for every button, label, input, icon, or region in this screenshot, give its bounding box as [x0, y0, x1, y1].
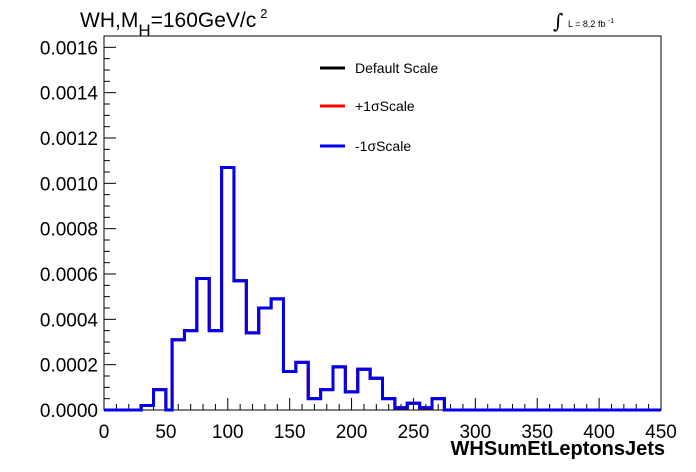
- legend-label-2: -1σScale: [355, 138, 411, 154]
- title-base: WH,M: [80, 9, 139, 32]
- y-axis: 0.0000 0.0002 0.0004 0.0006 0.0008 0.0010 0.00…: [40, 35, 116, 422]
- x-tick-label: 400: [583, 422, 615, 443]
- x-tick-label: 200: [336, 422, 368, 443]
- chart-title: WH,MH=160GeV/c 2: [80, 6, 268, 41]
- luminosity-unit-sup: -1: [607, 18, 615, 25]
- x-tick-label: 250: [398, 422, 430, 443]
- y-tick-label: 0.0000: [40, 401, 98, 422]
- legend-label-0: Default Scale: [355, 60, 438, 76]
- x-tick-label: 350: [521, 422, 553, 443]
- y-tick-label: 0.0008: [40, 220, 98, 241]
- title-rest: =160GeV/c: [150, 9, 257, 32]
- legend-label-1: +1σScale: [355, 98, 415, 114]
- x-tick-label: 150: [274, 422, 306, 443]
- luminosity-text: L = 8.2 fb: [568, 19, 606, 29]
- y-tick-label: 0.0004: [40, 310, 99, 331]
- x-tick-label: 450: [645, 422, 677, 443]
- series-line-1: [104, 165, 661, 412]
- x-axis: 0 50 100 150 200 250 300 350 400 450: [99, 398, 677, 443]
- y-tick-label: 0.0014: [40, 84, 99, 105]
- title-subscript: H: [138, 21, 151, 40]
- plot-frame: [103, 35, 662, 411]
- series-layer: [104, 165, 661, 412]
- legend: Default Scale +1σScale -1σScale: [320, 60, 438, 154]
- y-tick-label: 0.0010: [40, 174, 98, 195]
- x-tick-label: 100: [212, 422, 244, 443]
- series-line-0: [104, 165, 661, 412]
- x-axis-label: WHSumEtLeptonsJets: [450, 438, 665, 460]
- y-tick-label: 0.0002: [40, 356, 98, 377]
- series-line-2: [104, 165, 661, 412]
- x-tick-label: 300: [459, 422, 491, 443]
- y-tick-label: 0.0012: [40, 129, 98, 150]
- luminosity-label: ∫ L = 8.2 fb -1: [553, 9, 615, 33]
- title-superscript: 2: [260, 6, 268, 21]
- y-tick-label: 0.0006: [40, 265, 98, 286]
- x-tick-label: 50: [155, 422, 176, 443]
- integral-icon: ∫: [553, 9, 564, 33]
- y-tick-label: 0.0016: [40, 38, 98, 59]
- x-tick-label: 0: [99, 422, 110, 443]
